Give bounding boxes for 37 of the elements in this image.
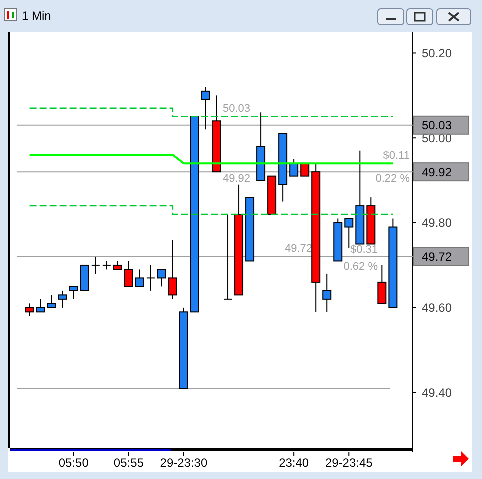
candlestick (146, 264, 156, 292)
y-tick-label: 50.00 (422, 131, 452, 146)
candlestick (36, 298, 46, 313)
candlestick (124, 260, 134, 288)
candlestick (224, 214, 233, 300)
candlestick (91, 256, 100, 274)
x-tick-label: 29-23:45 (325, 456, 374, 470)
annotation: 0.62 % (344, 261, 378, 273)
candlestick (25, 303, 34, 317)
candlestick (58, 290, 68, 308)
ref-line-label: 50.03 (422, 118, 452, 133)
y-tick-label: 49.60 (422, 301, 452, 316)
annotation: 50.03 (223, 103, 251, 115)
candlestick (300, 163, 310, 177)
candlestick (378, 264, 387, 304)
annotation: 0.22 % (376, 173, 410, 185)
candlestick (157, 269, 166, 288)
ref-line-label: 49.92 (422, 165, 452, 180)
candlestick (47, 294, 56, 308)
candlestick (168, 240, 178, 300)
annotation: $0.11 (383, 150, 410, 162)
x-tick-label: 05:50 (58, 456, 90, 470)
x-tick-label: 23:40 (279, 456, 310, 470)
candlestick (201, 86, 210, 130)
ref-line-label: 49.72 (422, 250, 452, 264)
candlestick (290, 158, 299, 177)
annotation: 49.92 (223, 173, 251, 185)
y-tick-label: 49.40 (422, 386, 452, 400)
candlestick (322, 273, 332, 313)
x-tick-label: 29-23:30 (160, 456, 208, 470)
chart-title: 1 Min (22, 9, 52, 23)
y-tick-label: 50.20 (422, 46, 452, 60)
candlestick (69, 286, 78, 300)
annotation: $0.31 (350, 244, 378, 256)
x-tick-label: 05:55 (114, 456, 144, 470)
y-tick-label: 49.80 (422, 216, 452, 230)
candlestick (135, 269, 144, 288)
